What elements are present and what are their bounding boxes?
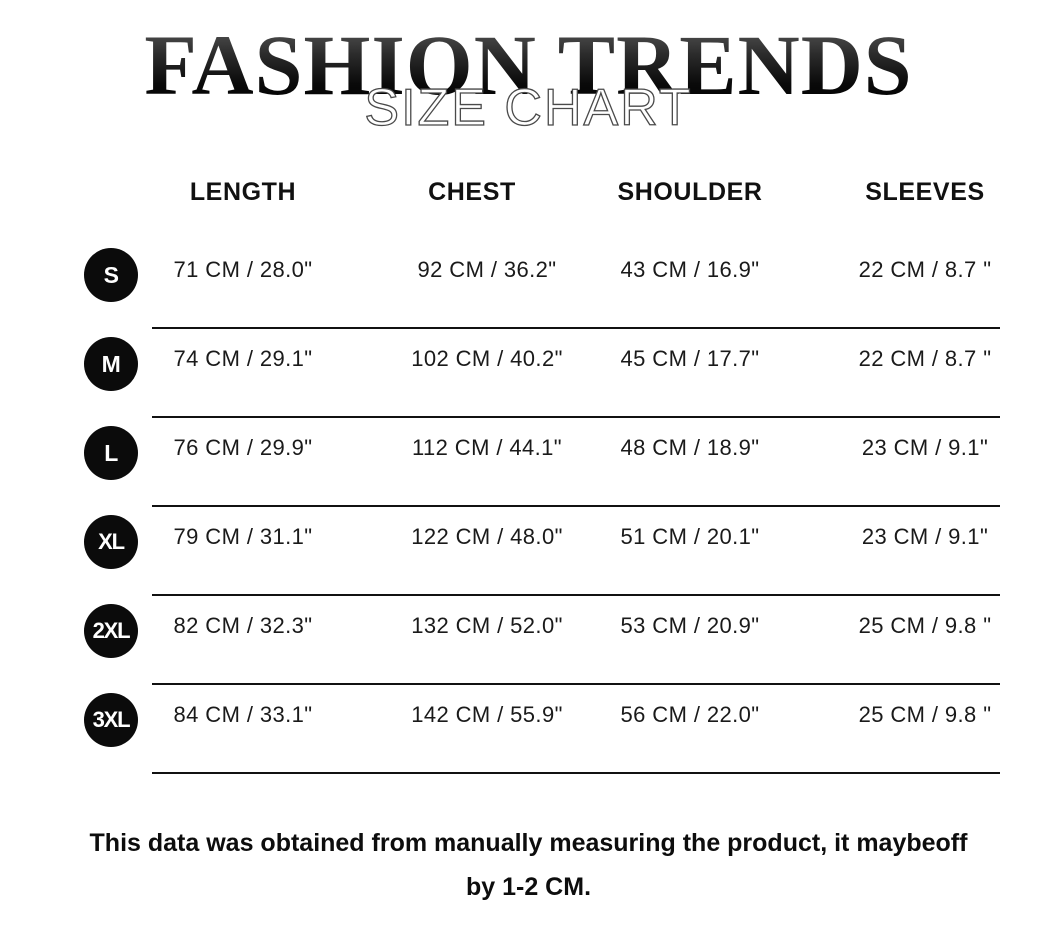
table-row: XL 79 CM / 31.1" 122 CM / 48.0" 51 CM / … (0, 507, 1057, 596)
title-block: FASHION TRENDS SIZE CHART (0, 0, 1057, 160)
page-subtitle: SIZE CHART (364, 79, 693, 137)
cell-sleeves: 22 CM / 8.7 " (858, 257, 992, 282)
table-row: 2XL 82 CM / 32.3" 132 CM / 52.0" 53 CM /… (0, 596, 1057, 685)
cell-sleeves: 23 CM / 9.1" (861, 435, 989, 460)
column-header-chest: CHEST (428, 178, 516, 206)
cell-sleeves: 25 CM / 9.8 " (858, 613, 992, 638)
row-divider (152, 683, 1000, 685)
size-badge-xl: XL (84, 515, 138, 569)
table-header-row: LENGTH CHEST SHOULDER SLEEVES (0, 178, 1057, 240)
cell-shoulder: 51 CM / 20.1" (620, 524, 760, 549)
cell-chest: 102 CM / 40.2" (411, 346, 563, 371)
cell-shoulder: 45 CM / 17.7" (620, 346, 760, 371)
cell-sleeves: 23 CM / 9.1" (861, 524, 989, 549)
column-header-shoulder: SHOULDER (617, 178, 763, 206)
cell-shoulder: 48 CM / 18.9" (620, 435, 760, 460)
size-table: LENGTH CHEST SHOULDER SLEEVES S 71 CM / … (0, 178, 1057, 774)
cell-chest: 92 CM / 36.2" (417, 257, 557, 282)
cell-shoulder: 53 CM / 20.9" (620, 613, 760, 638)
row-divider (152, 327, 1000, 329)
table-row: L 76 CM / 29.9" 112 CM / 44.1" 48 CM / 1… (0, 418, 1057, 507)
cell-length: 84 CM / 33.1" (173, 702, 313, 727)
cell-shoulder: 56 CM / 22.0" (620, 702, 760, 727)
disclaimer-line-2: by 1-2 CM. (465, 872, 592, 901)
column-header-sleeves: SLEEVES (865, 178, 985, 206)
row-divider (152, 594, 1000, 596)
cell-chest: 142 CM / 55.9" (411, 702, 563, 727)
cell-length: 82 CM / 32.3" (173, 613, 313, 638)
table-row: 3XL 84 CM / 33.1" 142 CM / 55.9" 56 CM /… (0, 685, 1057, 774)
size-badge-3xl: 3XL (84, 693, 138, 747)
size-badge-m: M (84, 337, 138, 391)
measurement-disclaimer: This data was obtained from manually mea… (50, 822, 1007, 910)
column-header-length: LENGTH (189, 178, 297, 206)
cell-length: 74 CM / 29.1" (173, 346, 313, 371)
disclaimer-line-1: This data was obtained from manually mea… (89, 829, 968, 857)
row-divider (152, 416, 1000, 418)
row-divider (152, 772, 1000, 774)
cell-sleeves: 25 CM / 9.8 " (858, 702, 992, 727)
row-divider (152, 505, 1000, 507)
table-row: M 74 CM / 29.1" 102 CM / 40.2" 45 CM / 1… (0, 329, 1057, 418)
cell-length: 79 CM / 31.1" (173, 524, 313, 549)
size-badge-s: S (84, 248, 138, 302)
cell-length: 76 CM / 29.9" (173, 435, 313, 460)
page-title: FASHION TRENDS (0, 22, 1057, 108)
cell-shoulder: 43 CM / 16.9" (620, 257, 760, 282)
table-row: S 71 CM / 28.0" 92 CM / 36.2" 43 CM / 16… (0, 240, 1057, 329)
cell-chest: 112 CM / 44.1" (412, 435, 562, 460)
cell-sleeves: 22 CM / 8.7 " (858, 346, 992, 371)
cell-chest: 132 CM / 52.0" (411, 613, 563, 638)
cell-length: 71 CM / 28.0" (173, 257, 313, 282)
size-badge-2xl: 2XL (84, 604, 138, 658)
cell-chest: 122 CM / 48.0" (411, 524, 563, 549)
size-badge-l: L (84, 426, 138, 480)
